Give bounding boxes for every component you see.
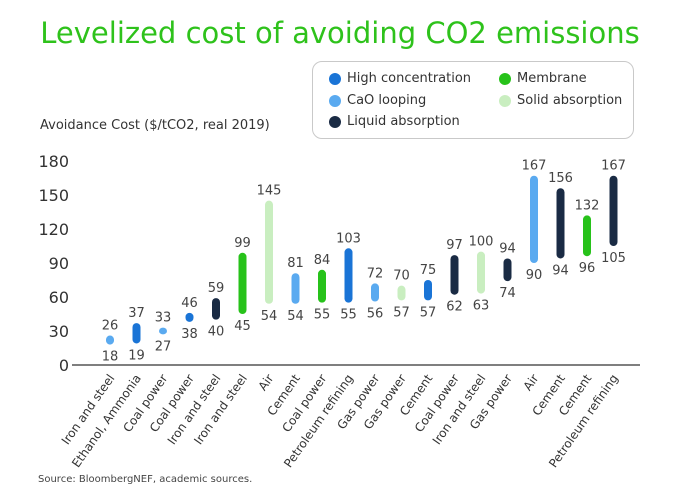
legend-label: High concentration [347,71,472,86]
range-bar [503,258,512,282]
legend-swatch [499,72,511,85]
legend-swatch [329,94,341,107]
high-value-label: 70 [393,269,410,284]
low-value-label: 18 [102,350,119,365]
chart-title: Levelized cost of avoiding CO2 emissions [40,16,640,50]
legend-swatch [329,115,341,128]
low-value-label: 63 [473,299,490,314]
legend-label: Solid absorption [517,93,623,108]
y-tick-label: 60 [49,288,69,307]
range-bar [609,175,618,246]
range-bar [318,269,326,303]
y-tick-label: 150 [38,186,69,205]
high-value-label: 72 [367,266,384,281]
high-value-label: 103 [336,231,361,246]
high-value-label: 33 [155,311,172,326]
range-bar [291,273,300,304]
range-bar [185,312,194,322]
high-value-label: 167 [522,159,547,174]
x-tick-label: Air [521,372,542,394]
high-value-label: 81 [287,256,304,271]
range-bar [265,200,273,304]
high-value-label: 75 [420,263,437,278]
low-value-label: 55 [340,308,357,323]
y-tick-label: 120 [38,220,69,239]
low-value-label: 96 [579,261,596,276]
low-value-label: 74 [499,286,516,301]
low-value-label: 55 [314,308,331,323]
axes: 0 30 60 90 120 150 180 [38,152,640,375]
high-value-label: 59 [208,281,225,296]
low-value-label: 45 [234,319,251,334]
low-value-label: 56 [367,307,384,322]
range-bar [238,252,247,314]
low-value-label: 105 [601,251,626,266]
legend-label: Liquid absorption [347,114,460,129]
range-bar [371,283,379,302]
range-bar [212,298,220,320]
legend-item-solid-absorption: Solid absorption [499,93,622,108]
low-value-label: 57 [393,305,410,320]
y-axis-label: Avoidance Cost ($/tCO2, real 2019) [40,118,270,133]
legend-swatch [499,94,511,107]
legend-label: CaO looping [347,93,427,108]
range-bar-group: 167 90 Air [521,159,547,393]
high-value-label: 46 [181,296,198,311]
range-bar [397,285,406,301]
range-bar [556,188,565,259]
low-value-label: 19 [128,348,145,363]
range-bar [132,323,141,344]
y-tick-label: 180 [38,152,69,171]
legend-item-cao-looping: CaO looping [329,93,426,108]
x-tick-label: Air [256,372,277,394]
legend-swatch [329,72,341,85]
range-bar [106,335,114,345]
high-value-label: 156 [548,171,573,186]
high-value-label: 99 [234,236,251,251]
range-bar-group: 145 54 Air [256,184,282,394]
low-value-label: 40 [208,325,225,340]
high-value-label: 100 [469,235,494,250]
range-bar [424,280,432,301]
high-value-label: 26 [102,319,119,334]
legend-item-high-concentration: High concentration [329,71,471,86]
legend-item-liquid-absorption: Liquid absorption [329,114,460,129]
low-value-label: 57 [420,305,437,320]
high-value-label: 97 [446,238,463,253]
low-value-label: 54 [261,309,278,324]
y-tick-label: 0 [59,356,69,375]
high-value-label: 94 [499,241,516,256]
low-value-label: 62 [446,300,463,315]
y-tick-label: 30 [49,322,69,341]
low-value-label: 27 [155,339,172,354]
high-value-label: 84 [314,253,331,268]
legend-label: Membrane [517,71,587,86]
legend-item-membrane: Membrane [499,71,587,86]
range-bar [159,327,167,335]
range-bar [583,215,591,257]
low-value-label: 38 [181,327,198,342]
high-value-label: 37 [128,306,145,321]
y-tick-label: 90 [49,254,69,273]
range-bar [450,255,459,295]
high-value-label: 132 [575,198,600,213]
range-bar [344,248,353,303]
range-bar [530,175,538,263]
range-bar [477,251,485,294]
high-value-label: 167 [601,159,626,174]
legend: High concentration CaO looping Liquid ab… [312,61,634,139]
low-value-label: 90 [526,268,543,283]
high-value-label: 145 [257,184,282,199]
low-value-label: 94 [552,263,569,278]
source-note: Source: BloombergNEF, academic sources. [38,474,253,485]
low-value-label: 54 [287,309,304,324]
